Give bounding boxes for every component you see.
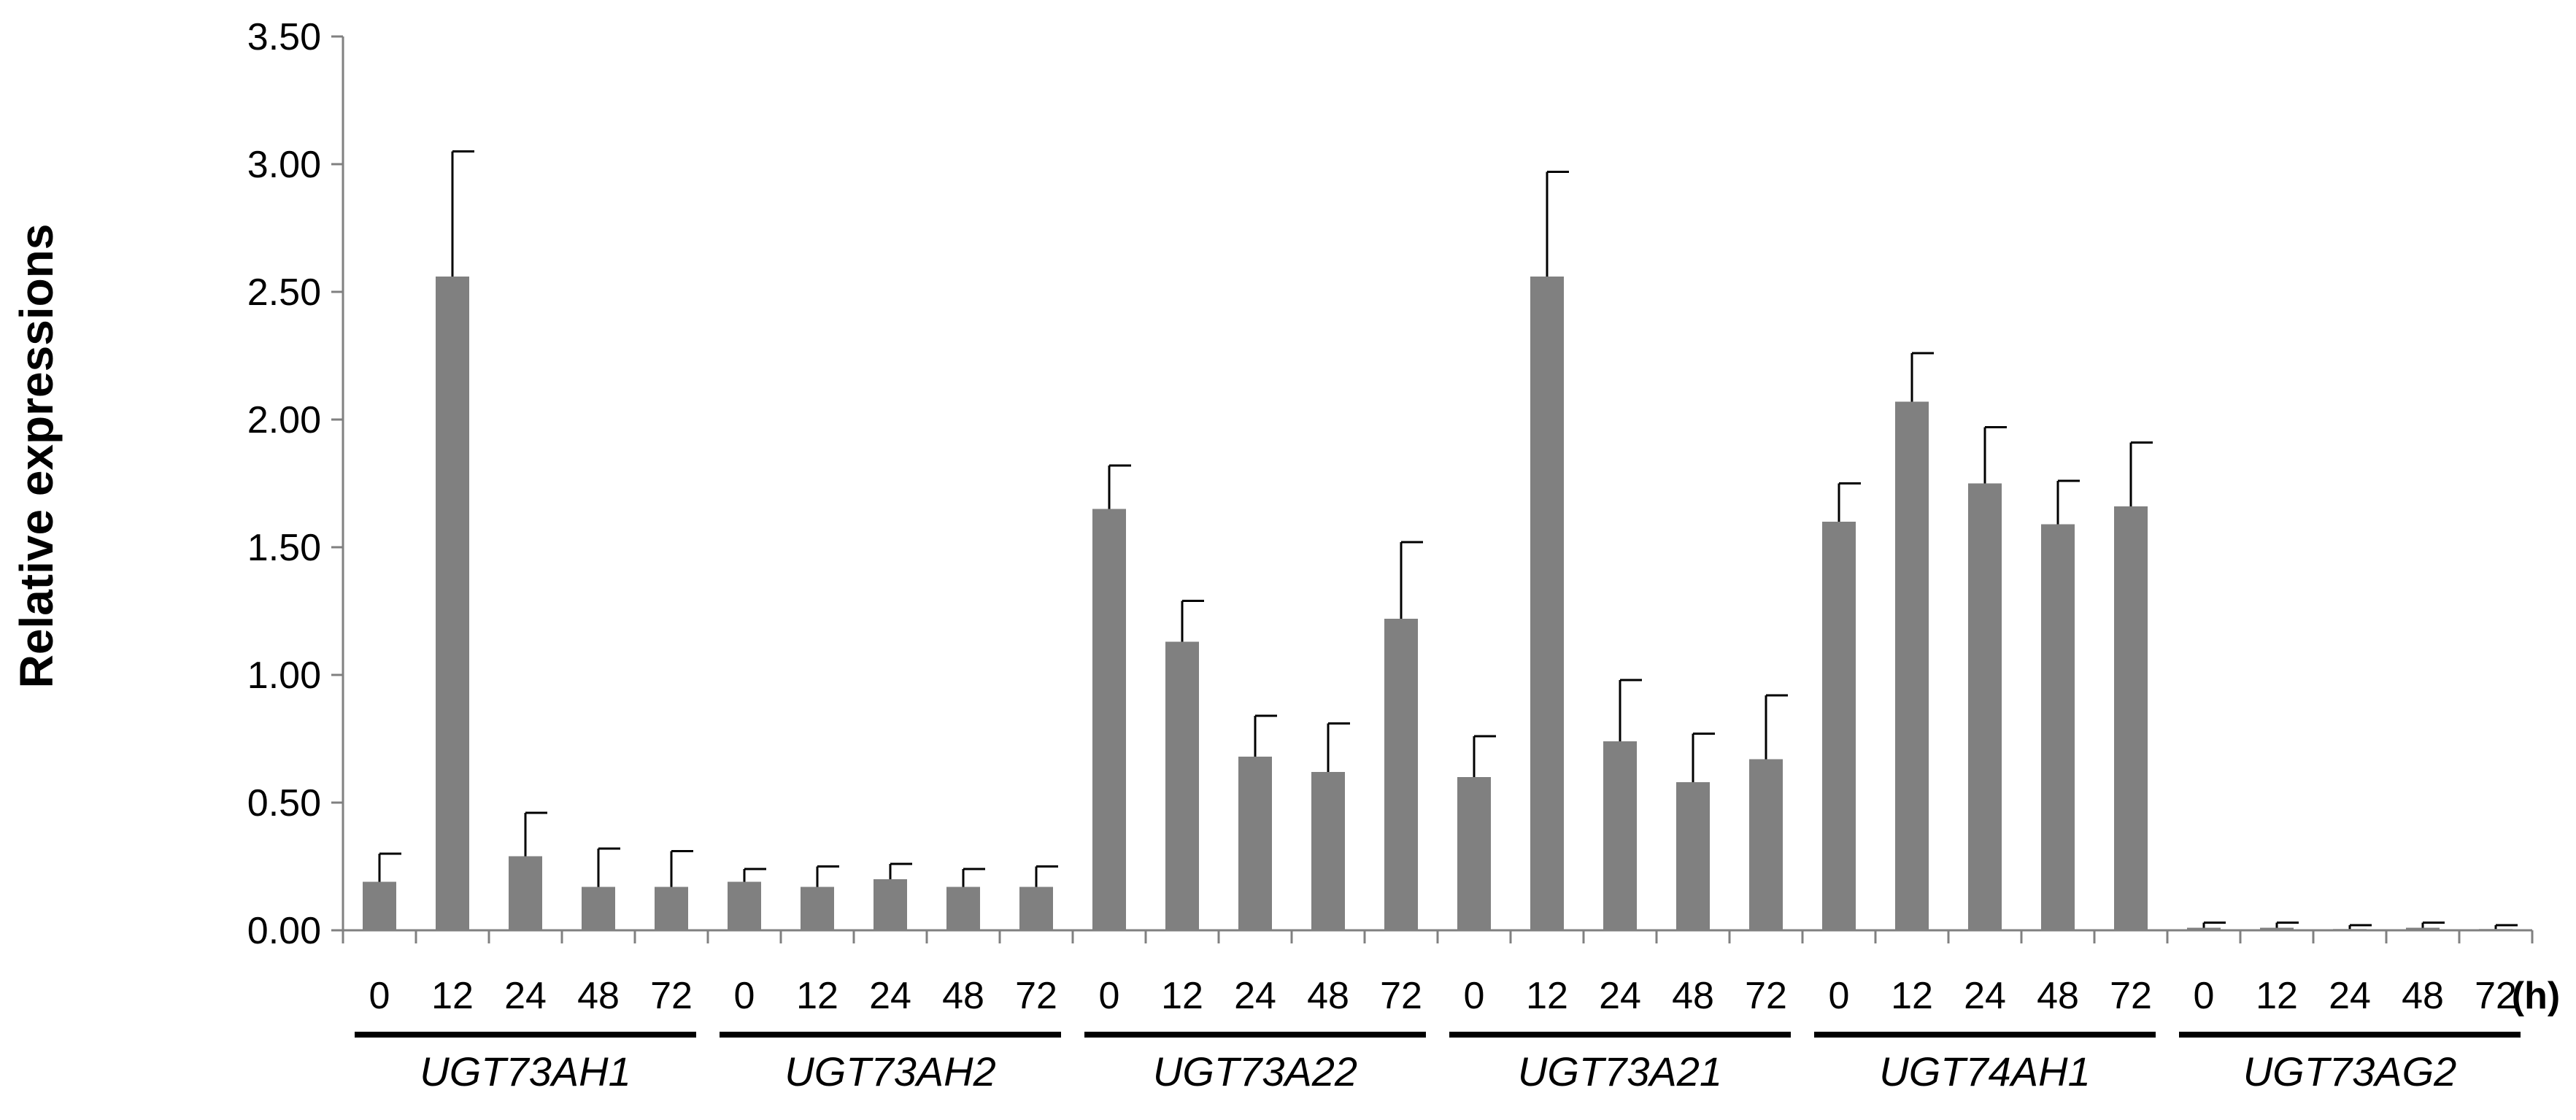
x-tick-label: 0	[1829, 975, 1850, 1017]
bar	[1092, 509, 1126, 930]
group-label: UGT74AH1	[1879, 1048, 2090, 1094]
y-tick-label: 1.00	[247, 654, 321, 697]
bar	[1530, 277, 1564, 930]
group-label: UGT73A22	[1153, 1048, 1357, 1094]
bar	[1238, 757, 1272, 930]
x-tick-label: 0	[734, 975, 755, 1017]
x-tick-label: 12	[796, 975, 838, 1017]
bar	[509, 856, 542, 930]
x-tick-label: 48	[1672, 975, 1714, 1017]
group-label: UGT73AH2	[784, 1048, 995, 1094]
x-tick-label: 72	[2110, 975, 2152, 1017]
x-tick-label: 12	[1891, 975, 1933, 1017]
x-tick-label: 48	[2402, 975, 2444, 1017]
x-tick-label: 24	[1964, 975, 2006, 1017]
y-tick-label: 2.00	[247, 399, 321, 441]
x-tick-label: 72	[1745, 975, 1787, 1017]
y-tick-label: 3.00	[247, 144, 321, 186]
x-tick-label: 12	[2256, 975, 2298, 1017]
group-label: UGT73AG2	[2243, 1048, 2457, 1094]
bar	[436, 277, 469, 930]
x-tick-label: 24	[1234, 975, 1276, 1017]
x-tick-label: 0	[369, 975, 390, 1017]
y-tick-label: 2.50	[247, 271, 321, 314]
x-tick-label: 24	[504, 975, 547, 1017]
x-tick-label: 12	[1161, 975, 1203, 1017]
x-tick-label: 72	[2475, 975, 2517, 1017]
bar	[728, 881, 761, 930]
bar	[1165, 641, 1199, 930]
x-axis: 0 12 24 48 72 UGT73AH1 0 12 24 48 72 UGT73AH2 0 12 24 4…	[342, 929, 2534, 1094]
x-unit-label: (h)	[2512, 975, 2560, 1017]
x-tick-label: 72	[650, 975, 693, 1017]
bar	[2260, 927, 2294, 930]
bar	[1676, 782, 1710, 930]
x-tick-label: 48	[577, 975, 620, 1017]
group-label: UGT73AH1	[420, 1048, 630, 1094]
x-tick-label: 0	[2194, 975, 2215, 1017]
bar	[1457, 777, 1491, 930]
y-tick-label: 0.50	[247, 782, 321, 824]
bar	[2114, 506, 2148, 930]
bar	[363, 881, 396, 930]
bar	[801, 887, 834, 930]
x-tick-label: 24	[869, 975, 911, 1017]
x-tick-label: 0	[1464, 975, 1485, 1017]
bar	[874, 879, 907, 930]
bar	[1603, 741, 1637, 930]
bar	[946, 887, 980, 930]
x-tick-label: 24	[2329, 975, 2371, 1017]
y-axis: 0.00 0.50 1.00 1.50 2.00 2.50 3.00 3.50	[247, 16, 344, 952]
x-tick-label: 0	[1099, 975, 1120, 1017]
x-tick-label: 12	[1526, 975, 1568, 1017]
bar	[1895, 401, 1929, 930]
x-tick-label: 24	[1599, 975, 1641, 1017]
y-tick-label: 1.50	[247, 527, 321, 569]
bar	[1968, 483, 2002, 930]
bar	[1311, 772, 1345, 930]
x-tick-label: 72	[1015, 975, 1057, 1017]
bar	[655, 887, 688, 930]
group-label: UGT73A21	[1518, 1048, 1722, 1094]
bar	[1019, 887, 1053, 930]
y-tick-label: 0.00	[247, 910, 321, 952]
bars	[363, 150, 2518, 930]
y-tick-label: 3.50	[247, 16, 321, 58]
bar	[582, 887, 615, 930]
bar	[2041, 524, 2075, 930]
bar	[1749, 759, 1783, 930]
bar	[2406, 927, 2440, 930]
y-axis-label: Relative expressions	[10, 224, 63, 689]
x-tick-label: 12	[431, 975, 474, 1017]
bar	[1822, 522, 1856, 930]
x-tick-label: 72	[1380, 975, 1422, 1017]
x-tick-label: 48	[942, 975, 984, 1017]
x-tick-label: 48	[1307, 975, 1349, 1017]
bar	[2187, 927, 2221, 930]
x-tick-label: 48	[2037, 975, 2079, 1017]
bar	[1384, 619, 1418, 930]
